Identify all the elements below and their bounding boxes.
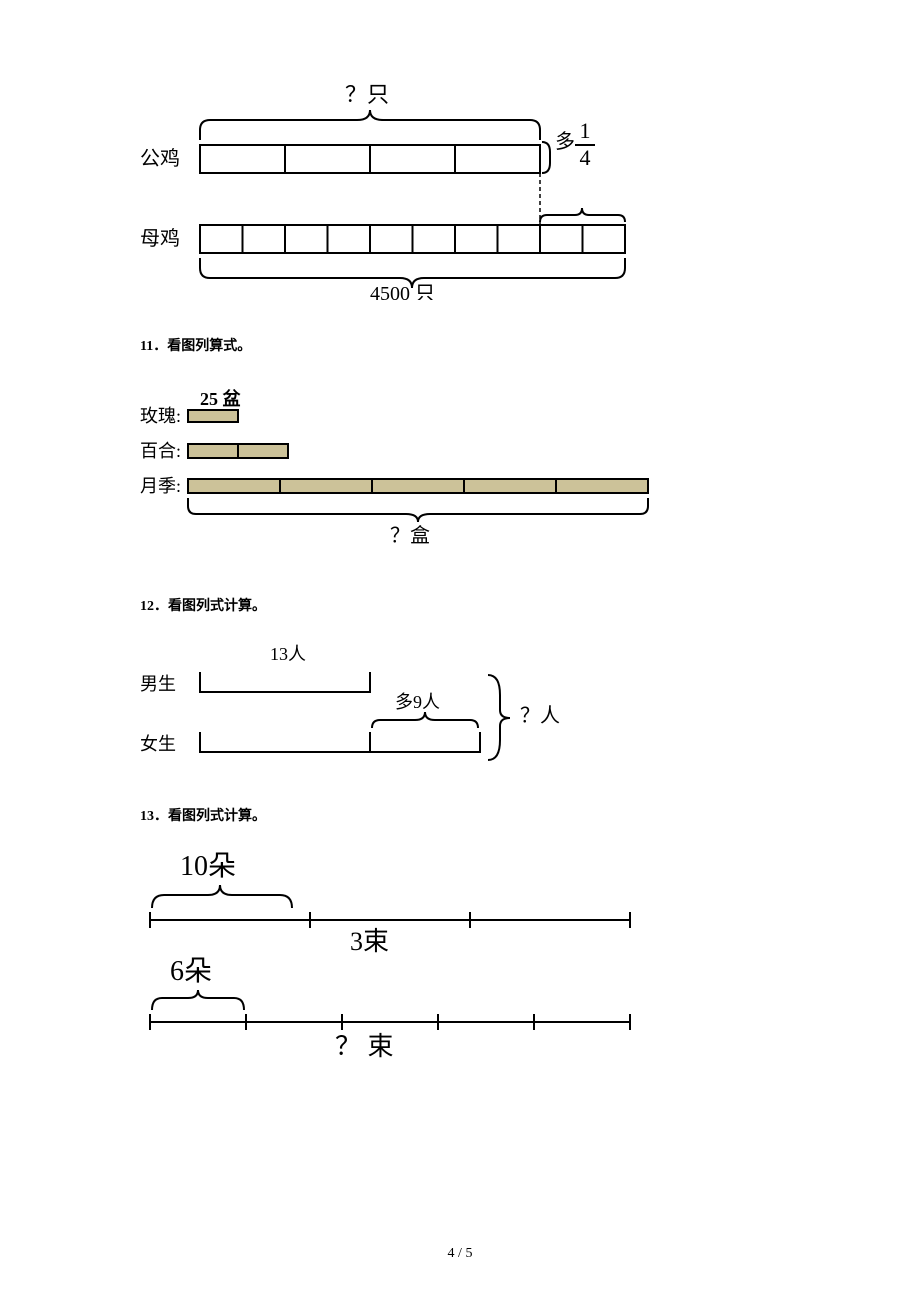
total-label: ？人 bbox=[520, 704, 560, 727]
rooster-label: 公鸡 bbox=[140, 147, 180, 170]
more-brace bbox=[372, 712, 478, 728]
q13-diagram: 10朵 3束 6朵 ？ 束 bbox=[140, 850, 780, 1065]
top-segment-brace bbox=[152, 885, 292, 908]
boy-label: 男生 bbox=[140, 674, 176, 694]
more-brace bbox=[542, 142, 550, 173]
more-label: 多9人 bbox=[395, 692, 440, 712]
rose-label: 玫瑰: bbox=[140, 406, 181, 426]
rooster-brace bbox=[200, 110, 540, 140]
rose-count: 25 盆 bbox=[200, 388, 242, 409]
unknown-label: ？只 bbox=[345, 82, 389, 107]
q10-diagram: 公鸡 ？只 多 1 4 母鸡 bbox=[140, 80, 780, 305]
bottom-label: ？ 束 bbox=[335, 1032, 394, 1060]
more-label: 多 bbox=[555, 130, 575, 153]
q13-svg: 10朵 3束 6朵 ？ 束 bbox=[140, 850, 680, 1060]
girl-bar bbox=[200, 732, 480, 752]
top-label: 3束 bbox=[350, 927, 389, 956]
hen-bar bbox=[200, 225, 625, 253]
q12-heading: 12．看图列式计算。 bbox=[140, 595, 780, 615]
rose-bar bbox=[188, 410, 238, 422]
yueji-unknown: ？盒 bbox=[390, 524, 430, 547]
fraction-num: 1 bbox=[580, 118, 591, 143]
lily-bar bbox=[188, 444, 288, 458]
bottom-segment-brace bbox=[152, 990, 244, 1010]
hen-label: 母鸡 bbox=[140, 227, 180, 250]
hen-extra-brace bbox=[540, 208, 625, 222]
hen-count: 4500 只 bbox=[370, 283, 435, 300]
lily-label: 百合: bbox=[140, 441, 181, 461]
q11-diagram: 25 盆 玫瑰: 百合: 月季: ？盒 bbox=[140, 380, 780, 565]
q13-heading: 13．看图列式计算。 bbox=[140, 805, 780, 825]
boy-count: 13人 bbox=[270, 644, 306, 664]
rooster-bar bbox=[200, 145, 540, 173]
bottom-left-label: 6朵 bbox=[170, 956, 212, 987]
total-brace bbox=[488, 675, 510, 760]
yueji-brace bbox=[188, 498, 648, 522]
top-left-label: 10朵 bbox=[180, 851, 236, 882]
yueji-label: 月季: bbox=[140, 476, 181, 496]
boy-bar bbox=[200, 672, 370, 692]
q11-heading: 11．看图列算式。 bbox=[140, 335, 780, 355]
yueji-bar bbox=[188, 479, 648, 493]
fraction-den: 4 bbox=[580, 145, 591, 170]
page-number: 4 / 5 bbox=[448, 1246, 473, 1262]
girl-label: 女生 bbox=[140, 734, 176, 754]
q12-diagram: 13人 男生 女生 多9人 ？人 bbox=[140, 640, 780, 775]
q11-svg: 25 盆 玫瑰: 百合: 月季: ？盒 bbox=[140, 380, 680, 560]
q12-svg: 13人 男生 女生 多9人 ？人 bbox=[140, 640, 600, 770]
q10-svg: 公鸡 ？只 多 1 4 母鸡 bbox=[140, 80, 680, 300]
